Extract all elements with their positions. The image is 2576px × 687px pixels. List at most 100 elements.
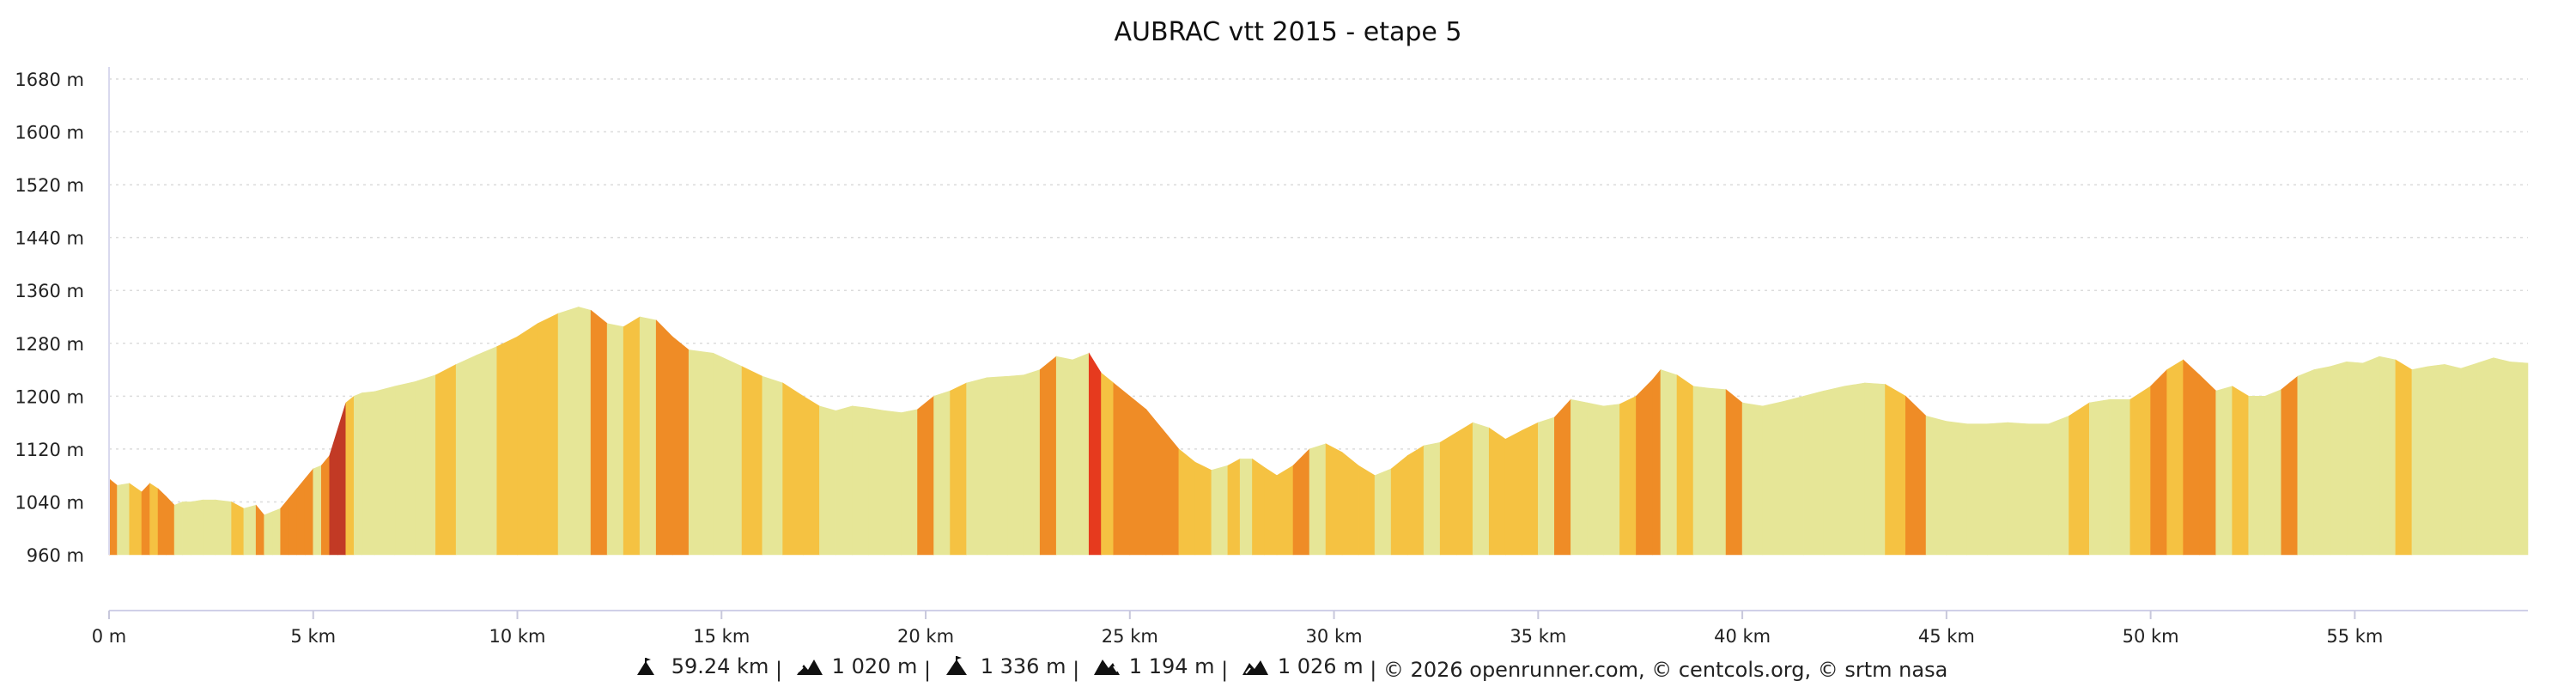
profile-segment	[578, 307, 592, 556]
profile-segment	[345, 395, 355, 556]
profile-segment	[1905, 395, 1927, 556]
profile-segment	[1023, 369, 1041, 556]
profile-segment	[354, 392, 363, 556]
profile-segment	[1472, 422, 1490, 556]
profile-segment	[296, 477, 306, 556]
profile-segment	[329, 429, 338, 556]
x-tick-label: 20 km	[897, 626, 954, 647]
profile-segment	[1946, 421, 1967, 556]
profile-segment	[2027, 423, 2050, 556]
profile-segment	[1741, 402, 1764, 556]
profile-segment	[141, 483, 150, 556]
distance-stat: 59.24 km	[629, 654, 769, 678]
profile-segment	[1636, 379, 1653, 556]
profile-segment	[2215, 386, 2233, 556]
y-tick-labels: 960 m 1040 m 1120 m 1200 m 1280 m 1360 m 1440 …	[15, 70, 84, 566]
max-altitude-icon	[945, 656, 967, 675]
profile-segment	[1113, 382, 1131, 556]
profile-segment	[762, 375, 783, 556]
profile-segment	[1987, 422, 2008, 556]
profile-segment	[1783, 395, 1804, 556]
profile-segment	[1374, 468, 1392, 556]
profile-segment	[1423, 441, 1441, 556]
profile-segment	[2150, 368, 2167, 556]
profile-segment	[166, 495, 175, 556]
profile-segment	[1309, 443, 1327, 556]
chart-title: AUBRAC vtt 2015 - etape 5	[1114, 17, 1462, 47]
profile-segment	[1239, 459, 1253, 556]
max-altitude-stat: 1 336 m	[938, 654, 1066, 678]
profile-segment	[415, 374, 436, 556]
profile-segment	[190, 499, 204, 556]
profile-segment	[2379, 356, 2397, 556]
profile-segment	[1406, 445, 1425, 556]
profile-segment	[1522, 422, 1539, 556]
y-tick-label: 1600 m	[15, 123, 84, 143]
profile-segment	[2509, 361, 2529, 556]
profile-segment	[108, 477, 118, 556]
profile-segment	[1129, 395, 1147, 556]
profile-segment	[149, 483, 159, 556]
profile-segment	[1844, 382, 1866, 556]
profile-segment	[2330, 361, 2348, 556]
profile-segment	[671, 336, 690, 556]
profile-segment	[2264, 389, 2282, 556]
profile-segment	[1925, 416, 1947, 556]
profile-segment	[852, 405, 869, 556]
x-tick-label: 35 km	[1510, 626, 1566, 647]
descent-icon	[1242, 660, 1268, 675]
profile-segment	[868, 407, 885, 556]
max-altitude-value: 1 336 m	[980, 654, 1066, 678]
profile-segment	[1145, 408, 1163, 556]
descent-value: 1 026 m	[1277, 654, 1364, 678]
profile-segment	[1055, 356, 1073, 556]
profile-segment	[2297, 369, 2315, 556]
profile-segment	[688, 350, 714, 556]
profile-segment	[835, 405, 853, 556]
profile-segment	[1966, 423, 1988, 556]
profile-segment	[803, 395, 820, 556]
profile-segment	[182, 502, 191, 556]
profile-segment	[1652, 368, 1662, 556]
profile-segment	[557, 307, 580, 556]
profile-segment	[1619, 395, 1637, 556]
profile-segment	[476, 346, 498, 556]
elevation-gain-icon	[796, 660, 823, 675]
distance-value: 59.24 km	[671, 654, 769, 678]
profile-segment	[1039, 356, 1057, 556]
y-tick-label: 960 m	[27, 545, 84, 566]
profile-segment	[2007, 422, 2029, 556]
profile-segment	[243, 504, 257, 556]
profile-segment	[1885, 383, 1906, 556]
profile-segment	[933, 390, 951, 556]
y-tick-label: 1440 m	[15, 228, 84, 249]
profile-segment	[1455, 422, 1473, 556]
profile-segment	[2109, 398, 2131, 556]
profile-segment	[280, 497, 289, 556]
x-tick-label: 50 km	[2123, 626, 2179, 647]
profile-segment	[606, 323, 624, 556]
profile-segment	[255, 504, 264, 556]
profile-segment	[1006, 374, 1024, 556]
y-tick-label: 1280 m	[15, 334, 84, 355]
profile-segment	[1101, 372, 1115, 556]
profile-segment	[1725, 389, 1743, 556]
x-tick-label: 5 km	[290, 626, 336, 647]
profile-segment	[1823, 386, 1845, 556]
profile-segment	[1762, 401, 1783, 556]
profile-segment	[1864, 382, 1886, 556]
profile-segment	[1358, 465, 1376, 556]
profile-segment	[1803, 390, 1825, 556]
profile-segment	[1692, 386, 1710, 556]
profile-segment	[215, 499, 232, 556]
elevation-loss-stat: 1 194 m	[1086, 654, 1215, 678]
profile-segment	[2088, 398, 2111, 556]
profile-segment	[1341, 452, 1359, 556]
profile-segment	[313, 465, 322, 556]
y-tick-label: 1520 m	[15, 175, 84, 196]
profile-segment	[1227, 458, 1241, 556]
profile-segment	[1072, 352, 1090, 556]
profile-segment	[2444, 364, 2462, 556]
profile-segment	[1264, 466, 1278, 556]
